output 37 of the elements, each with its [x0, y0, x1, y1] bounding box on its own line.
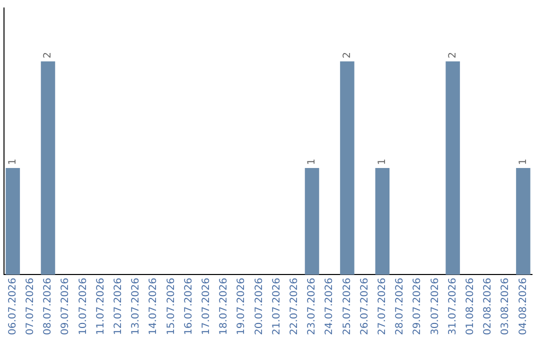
x-tick-label: 23.07.2026 — [306, 278, 318, 336]
x-tick-label: 20.07.2026 — [254, 278, 265, 336]
x-tick-label: 01.08.2026 — [464, 278, 476, 336]
x-tick-label: 19.07.2026 — [236, 278, 248, 336]
data-label: 1 — [306, 158, 318, 166]
x-tick-label: 28.07.2026 — [394, 278, 406, 336]
data-label: 1 — [7, 158, 18, 166]
x-tick-label: 03.08.2026 — [500, 278, 512, 336]
x-tick-label: 14.07.2026 — [148, 278, 160, 336]
x-tick-label: 17.07.2026 — [200, 278, 212, 336]
x-tick-label: 02.08.2026 — [482, 278, 494, 336]
x-tick-label: 26.07.2026 — [359, 278, 370, 336]
x-tick-label: 25.07.2026 — [342, 278, 353, 336]
x-tick-label: 07.07.2026 — [24, 278, 36, 336]
x-tick-label: 09.07.2026 — [60, 278, 72, 336]
x-tick-label: 12.07.2026 — [112, 278, 124, 336]
data-label: 2 — [447, 52, 458, 58]
x-tick-label: 30.07.2026 — [430, 278, 441, 336]
data-label: 1 — [376, 158, 388, 166]
x-tick-label: 04.08.2026 — [518, 278, 529, 336]
x-tick-label: 16.07.2026 — [183, 278, 194, 336]
x-tick-label: 24.07.2026 — [324, 278, 336, 336]
x-tick-label: 29.07.2026 — [412, 278, 424, 336]
x-tick-label: 18.07.2026 — [218, 278, 230, 336]
x-tick-label: 10.07.2026 — [78, 278, 89, 336]
x-tick-label: 22.07.2026 — [288, 278, 300, 336]
data-label: 2 — [342, 52, 353, 58]
x-tick-label: 11.07.2026 — [95, 278, 106, 336]
data-label: 1 — [518, 158, 529, 166]
x-tick-label: 15.07.2026 — [166, 278, 177, 336]
x-tick-label: 06.07.2026 — [7, 278, 18, 336]
x-tick-label: 08.07.2026 — [42, 278, 54, 336]
data-label: 2 — [42, 52, 54, 58]
x-tick-label: 13.07.2026 — [130, 278, 142, 336]
x-tick-label: 27.07.2026 — [376, 278, 388, 336]
x-tick-label: 31.07.2026 — [447, 278, 458, 336]
x-tick-label: 21.07.2026 — [271, 278, 282, 336]
